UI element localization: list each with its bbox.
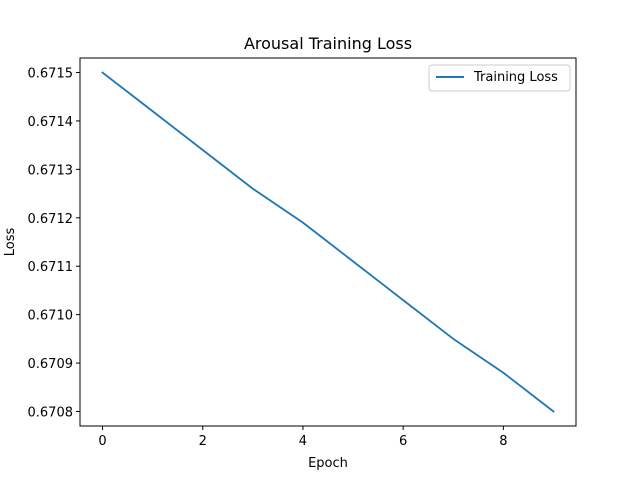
plot-area — [101, 71, 555, 413]
series-line-training-loss — [101, 71, 555, 413]
y-axis-label: Loss — [3, 228, 18, 257]
y-tick-label: 0.6713 — [28, 163, 74, 178]
y-tick-label: 0.6714 — [28, 115, 74, 130]
y-tick-label: 0.6709 — [28, 357, 74, 372]
y-tick-label: 0.6715 — [28, 67, 74, 82]
x-tick-label: 6 — [399, 434, 407, 449]
legend: Training Loss — [428, 64, 571, 92]
axis-ticks: 0 2 4 6 8 0.6708 0.6709 0.6710 0.6711 0.6712 0.671… — [28, 67, 508, 449]
legend-box — [428, 64, 571, 92]
y-tick-label: 0.6711 — [28, 260, 74, 275]
x-tick-label: 8 — [499, 434, 507, 449]
x-tick-label: 4 — [299, 434, 307, 449]
x-tick-label: 2 — [199, 434, 207, 449]
x-tick-label: 0 — [98, 434, 106, 449]
x-axis-label: Epoch — [308, 456, 348, 471]
legend-entry-training-loss: Training Loss — [473, 70, 558, 85]
chart-title: Arousal Training Loss — [244, 34, 412, 53]
plot-frame — [79, 57, 577, 427]
y-tick-label: 0.6712 — [28, 212, 74, 227]
y-tick-label: 0.6708 — [28, 405, 74, 420]
y-tick-label: 0.6710 — [28, 309, 74, 324]
